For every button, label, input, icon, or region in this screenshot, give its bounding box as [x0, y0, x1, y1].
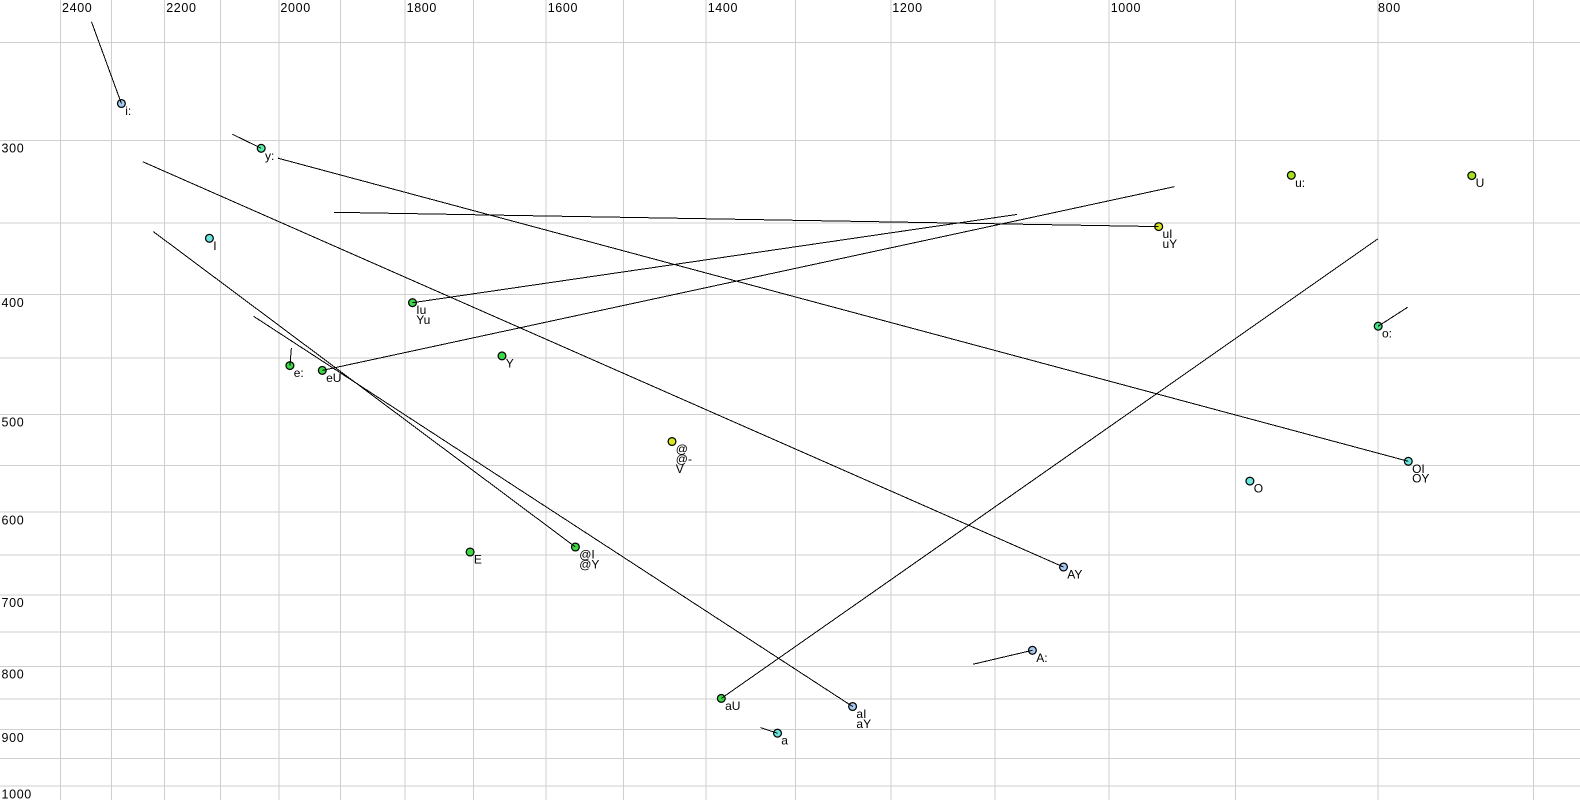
- svg-text:o:: o:: [1382, 327, 1392, 341]
- svg-text:Iu: Iu: [416, 303, 426, 317]
- svg-text:aU: aU: [725, 699, 740, 713]
- svg-text:2400: 2400: [62, 1, 92, 15]
- svg-text:Y: Y: [506, 356, 514, 370]
- svg-text:U: U: [1476, 176, 1485, 190]
- svg-text:uI: uI: [1163, 227, 1173, 241]
- svg-text:@Y: @Y: [579, 557, 599, 571]
- svg-text:2200: 2200: [166, 1, 196, 15]
- svg-text:500: 500: [2, 416, 25, 430]
- svg-text:u:: u:: [1295, 176, 1305, 190]
- svg-text:AY: AY: [1067, 568, 1082, 582]
- svg-text:eU: eU: [326, 371, 341, 385]
- svg-text:I: I: [213, 239, 216, 253]
- svg-text:1000: 1000: [2, 787, 32, 800]
- svg-text:@: @: [676, 442, 688, 456]
- svg-text:uY: uY: [1163, 237, 1178, 251]
- svg-text:300: 300: [2, 142, 25, 156]
- svg-text:aY: aY: [856, 717, 871, 731]
- svg-text:i:: i:: [125, 104, 131, 118]
- svg-text:O: O: [1254, 482, 1263, 496]
- svg-text:1400: 1400: [708, 1, 738, 15]
- svg-text:E: E: [474, 553, 482, 567]
- svg-text:1000: 1000: [1111, 1, 1141, 15]
- svg-text:@I: @I: [579, 548, 595, 562]
- svg-text:e:: e:: [294, 366, 304, 380]
- svg-text:700: 700: [2, 596, 25, 610]
- svg-text:1600: 1600: [548, 1, 578, 15]
- svg-text:800: 800: [2, 668, 25, 682]
- svg-text:Yu: Yu: [416, 313, 430, 327]
- svg-text:400: 400: [2, 296, 25, 310]
- svg-text:600: 600: [2, 513, 25, 527]
- svg-text:900: 900: [2, 731, 25, 745]
- svg-text:OI: OI: [1412, 462, 1425, 476]
- svg-text:aI: aI: [856, 707, 866, 721]
- svg-text:V: V: [676, 462, 684, 476]
- svg-text:a: a: [781, 734, 788, 748]
- svg-text:A:: A:: [1036, 651, 1047, 665]
- svg-text:2000: 2000: [280, 1, 310, 15]
- svg-text:@-: @-: [676, 452, 692, 466]
- svg-text:1200: 1200: [892, 1, 922, 15]
- svg-text:OY: OY: [1412, 472, 1429, 486]
- svg-text:y:: y:: [265, 149, 274, 163]
- svg-text:1800: 1800: [407, 1, 437, 15]
- svg-text:800: 800: [1378, 1, 1401, 15]
